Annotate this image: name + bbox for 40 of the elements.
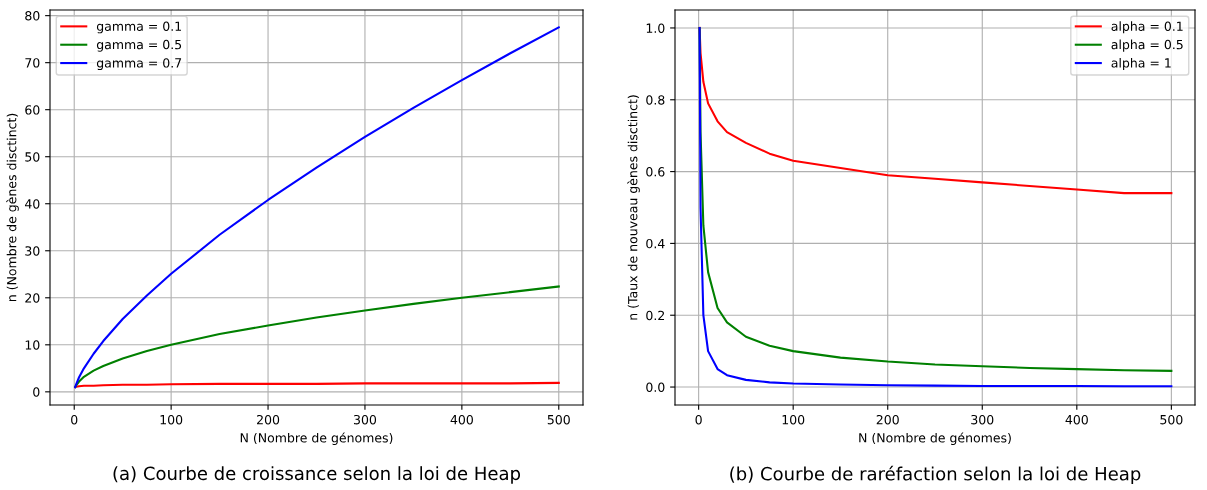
y-tick-label: 0.2 bbox=[646, 310, 665, 321]
x-tick-label: 300 bbox=[353, 414, 377, 425]
y-tick-label: 40 bbox=[24, 199, 40, 209]
y-tick-label: 0.4 bbox=[646, 238, 665, 249]
x-tick-label: 300 bbox=[971, 414, 994, 425]
legend-label: gamma = 0.5 bbox=[96, 39, 182, 52]
y-tick-label: 0.6 bbox=[646, 167, 665, 177]
x-tick-label: 500 bbox=[547, 414, 570, 425]
y-tick-label: 20 bbox=[25, 293, 40, 303]
y-axis-title: n (Nombre de gènes disctinct) bbox=[6, 113, 19, 302]
x-tick-label: 100 bbox=[160, 414, 183, 425]
legend-label: gamma = 0.1 bbox=[96, 21, 181, 34]
x-axis-title: N (Nombre de génomes) bbox=[240, 432, 393, 445]
x-tick-label: 100 bbox=[782, 414, 805, 425]
y-axis-title: n (Taux de nouveau gènes disctinct) bbox=[627, 95, 640, 320]
y-tick-label: 80 bbox=[25, 11, 40, 21]
y-tick-label: 10 bbox=[25, 340, 40, 350]
y-tick-label: 1.0 bbox=[646, 23, 665, 33]
y-tick-label: 60 bbox=[25, 105, 40, 115]
legend-label: alpha = 0.1 bbox=[1111, 21, 1183, 34]
line-series bbox=[74, 285, 560, 389]
x-tick-label: 200 bbox=[257, 414, 280, 425]
text: (b) Courbe de raréfaction selon la loi de Heap bbox=[730, 465, 1141, 485]
y-tick-label: 50 bbox=[25, 152, 40, 162]
x-tick-label: 0 bbox=[695, 414, 702, 425]
y-tick-label: 30 bbox=[25, 246, 40, 256]
x-tick-label: 200 bbox=[876, 414, 899, 425]
x-tick-label: 400 bbox=[450, 414, 473, 425]
x-tick-label: 500 bbox=[1160, 414, 1183, 425]
y-tick-label: 0 bbox=[33, 387, 40, 397]
y-tick-label: 70 bbox=[25, 58, 40, 68]
legend-label: alpha = 1 bbox=[1111, 57, 1171, 71]
legend-label: alpha = 0.5 bbox=[1111, 39, 1183, 52]
x-tick-label: 0 bbox=[71, 414, 78, 425]
y-tick-label: 0.8 bbox=[646, 95, 665, 105]
legend-label: gamma = 0.7 bbox=[96, 58, 182, 71]
x-axis-title: N (Nombre de génomes) bbox=[859, 432, 1011, 445]
x-tick-label: 400 bbox=[1065, 414, 1088, 425]
y-tick-label: 0.0 bbox=[646, 382, 665, 392]
text: (a) Courbe de croissance selon la loi de Heap bbox=[113, 466, 521, 484]
